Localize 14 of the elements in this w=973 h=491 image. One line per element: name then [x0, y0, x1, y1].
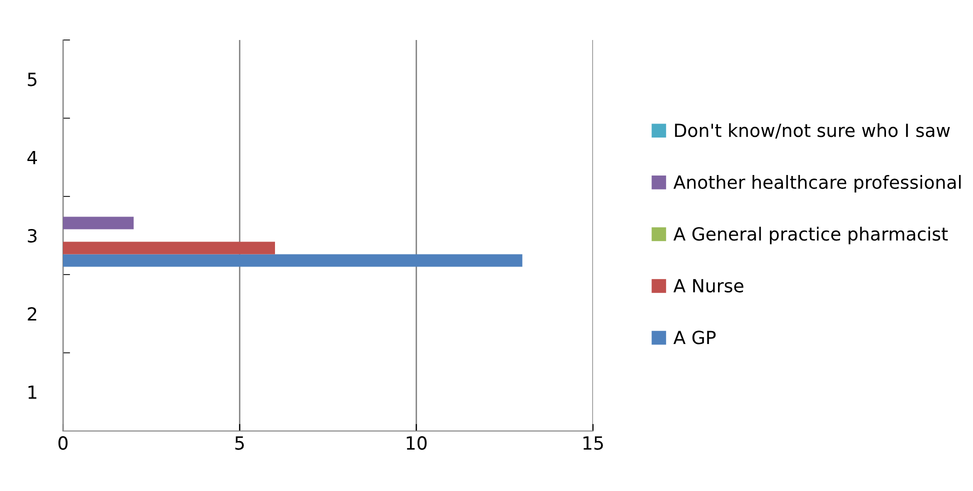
y-tick-label: 1: [28, 386, 36, 399]
x-tick-label: 5: [235, 436, 244, 450]
legend-label: A Nurse: [673, 279, 744, 293]
y-tick-label: 2: [28, 307, 36, 321]
x-tick-label: 10: [406, 436, 427, 450]
legend-label: A General practice pharmacist: [673, 226, 948, 244]
y-tick-label: 4: [27, 150, 37, 164]
legend-label: A GP: [673, 330, 716, 344]
legend-label: Don't know/not sure who I saw: [675, 123, 950, 139]
legend-label: Another healthcare professional: [673, 174, 961, 192]
x-tick-label: 0: [58, 436, 68, 450]
x-tick-label: 15: [583, 436, 603, 450]
y-tick-label: 5: [28, 72, 36, 86]
y-tick-label: 3: [28, 228, 37, 243]
